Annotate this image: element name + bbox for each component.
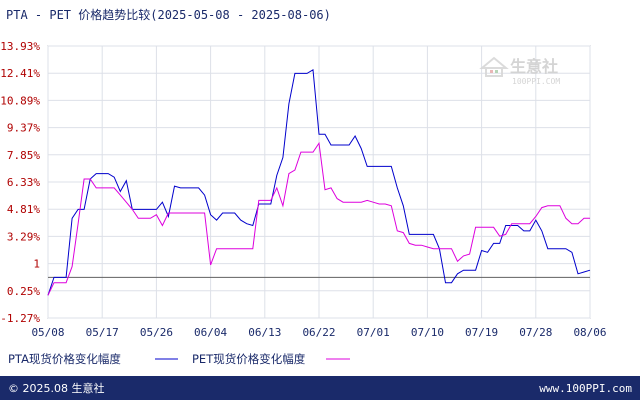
- y-tick-label: 3.29%: [7, 230, 40, 243]
- series-line-pet: [47, 141, 590, 296]
- watermark-name: 生意社: [510, 57, 558, 76]
- y-axis-ticks: 13.93% 12.41% 10.89% 9.37% 7.85% 6.33% 4.81% 3.…: [0, 40, 40, 325]
- x-tick-label: 07/19: [465, 326, 498, 339]
- y-tick-label: 1: [33, 258, 40, 271]
- y-tick-label: 10.89%: [0, 94, 40, 107]
- watermark-url: 100PPI.COM: [512, 77, 560, 86]
- x-tick-label: 08/06: [573, 326, 606, 339]
- chart-title: PTA - PET 价格趋势比较(2025-05-08 - 2025-08-06…: [6, 7, 331, 22]
- y-tick-label: 0.25%: [7, 285, 40, 298]
- house-icon: [479, 56, 509, 77]
- y-tick-label: 9.37%: [7, 122, 40, 135]
- series-layer: [47, 68, 591, 296]
- x-tick-label: 06/04: [194, 326, 227, 339]
- y-tick-label: 4.81%: [7, 203, 40, 216]
- y-tick-label: 7.85%: [7, 149, 40, 162]
- series-line-pta: [47, 68, 591, 296]
- y-tick-label: 6.33%: [7, 176, 40, 189]
- grid-lines: [47, 45, 591, 319]
- legend: PTA现货价格变化幅度 PET现货价格变化幅度: [8, 352, 350, 366]
- x-tick-label: 07/28: [519, 326, 552, 339]
- x-tick-label: 05/26: [140, 326, 173, 339]
- x-axis-ticks: 05/08 05/17 05/26 06/04 06/13 06/22 07/01 07/10…: [31, 326, 606, 339]
- x-tick-label: 05/17: [86, 326, 119, 339]
- watermark-logo: 生意社 100PPI.COM: [479, 56, 560, 86]
- x-tick-label: 06/22: [302, 326, 335, 339]
- legend-label-pet: PET现货价格变化幅度: [192, 352, 306, 366]
- footer-website: www.100PPI.com: [539, 382, 632, 395]
- footer-bar: © 2025.08 生意社 www.100PPI.com: [0, 376, 640, 400]
- legend-label-pta: PTA现货价格变化幅度: [8, 352, 121, 366]
- x-tick-label: 05/08: [31, 326, 64, 339]
- y-tick-label: 13.93%: [0, 40, 40, 53]
- footer-copyright: © 2025.08 生意社: [8, 381, 104, 395]
- y-tick-label: -1.27%: [0, 312, 40, 325]
- y-tick-label: 12.41%: [0, 67, 40, 80]
- x-tick-label: 07/01: [357, 326, 390, 339]
- x-tick-label: 07/10: [411, 326, 444, 339]
- x-tick-label: 06/13: [248, 326, 281, 339]
